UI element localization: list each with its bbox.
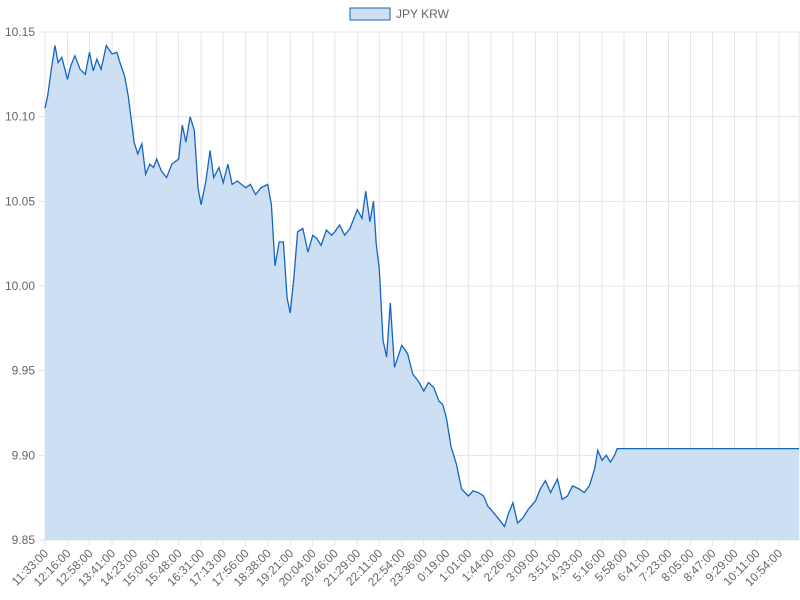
legend-swatch[interactable] bbox=[349, 7, 391, 21]
y-tick-label: 9.95 bbox=[12, 364, 36, 378]
y-tick-label: 10.10 bbox=[5, 110, 35, 124]
y-tick-label: 10.15 bbox=[5, 25, 35, 39]
y-tick-label: 10.05 bbox=[5, 194, 35, 208]
y-axis: 9.85 9.90 9.95 10.00 10.05 10.10 10.15 bbox=[5, 25, 45, 547]
series-line bbox=[44, 43, 799, 528]
legend[interactable]: JPY KRW bbox=[349, 7, 450, 21]
y-tick-label: 10.00 bbox=[5, 279, 35, 293]
legend-label[interactable]: JPY KRW bbox=[396, 7, 450, 21]
chart-series-layer bbox=[44, 43, 799, 540]
y-tick-label: 9.85 bbox=[12, 533, 36, 547]
x-axis: 11:33:0012:16:0012:58:0013:41:0014:23:00… bbox=[9, 546, 786, 589]
y-tick-label: 9.90 bbox=[12, 448, 36, 462]
series-area-fill bbox=[45, 45, 799, 540]
